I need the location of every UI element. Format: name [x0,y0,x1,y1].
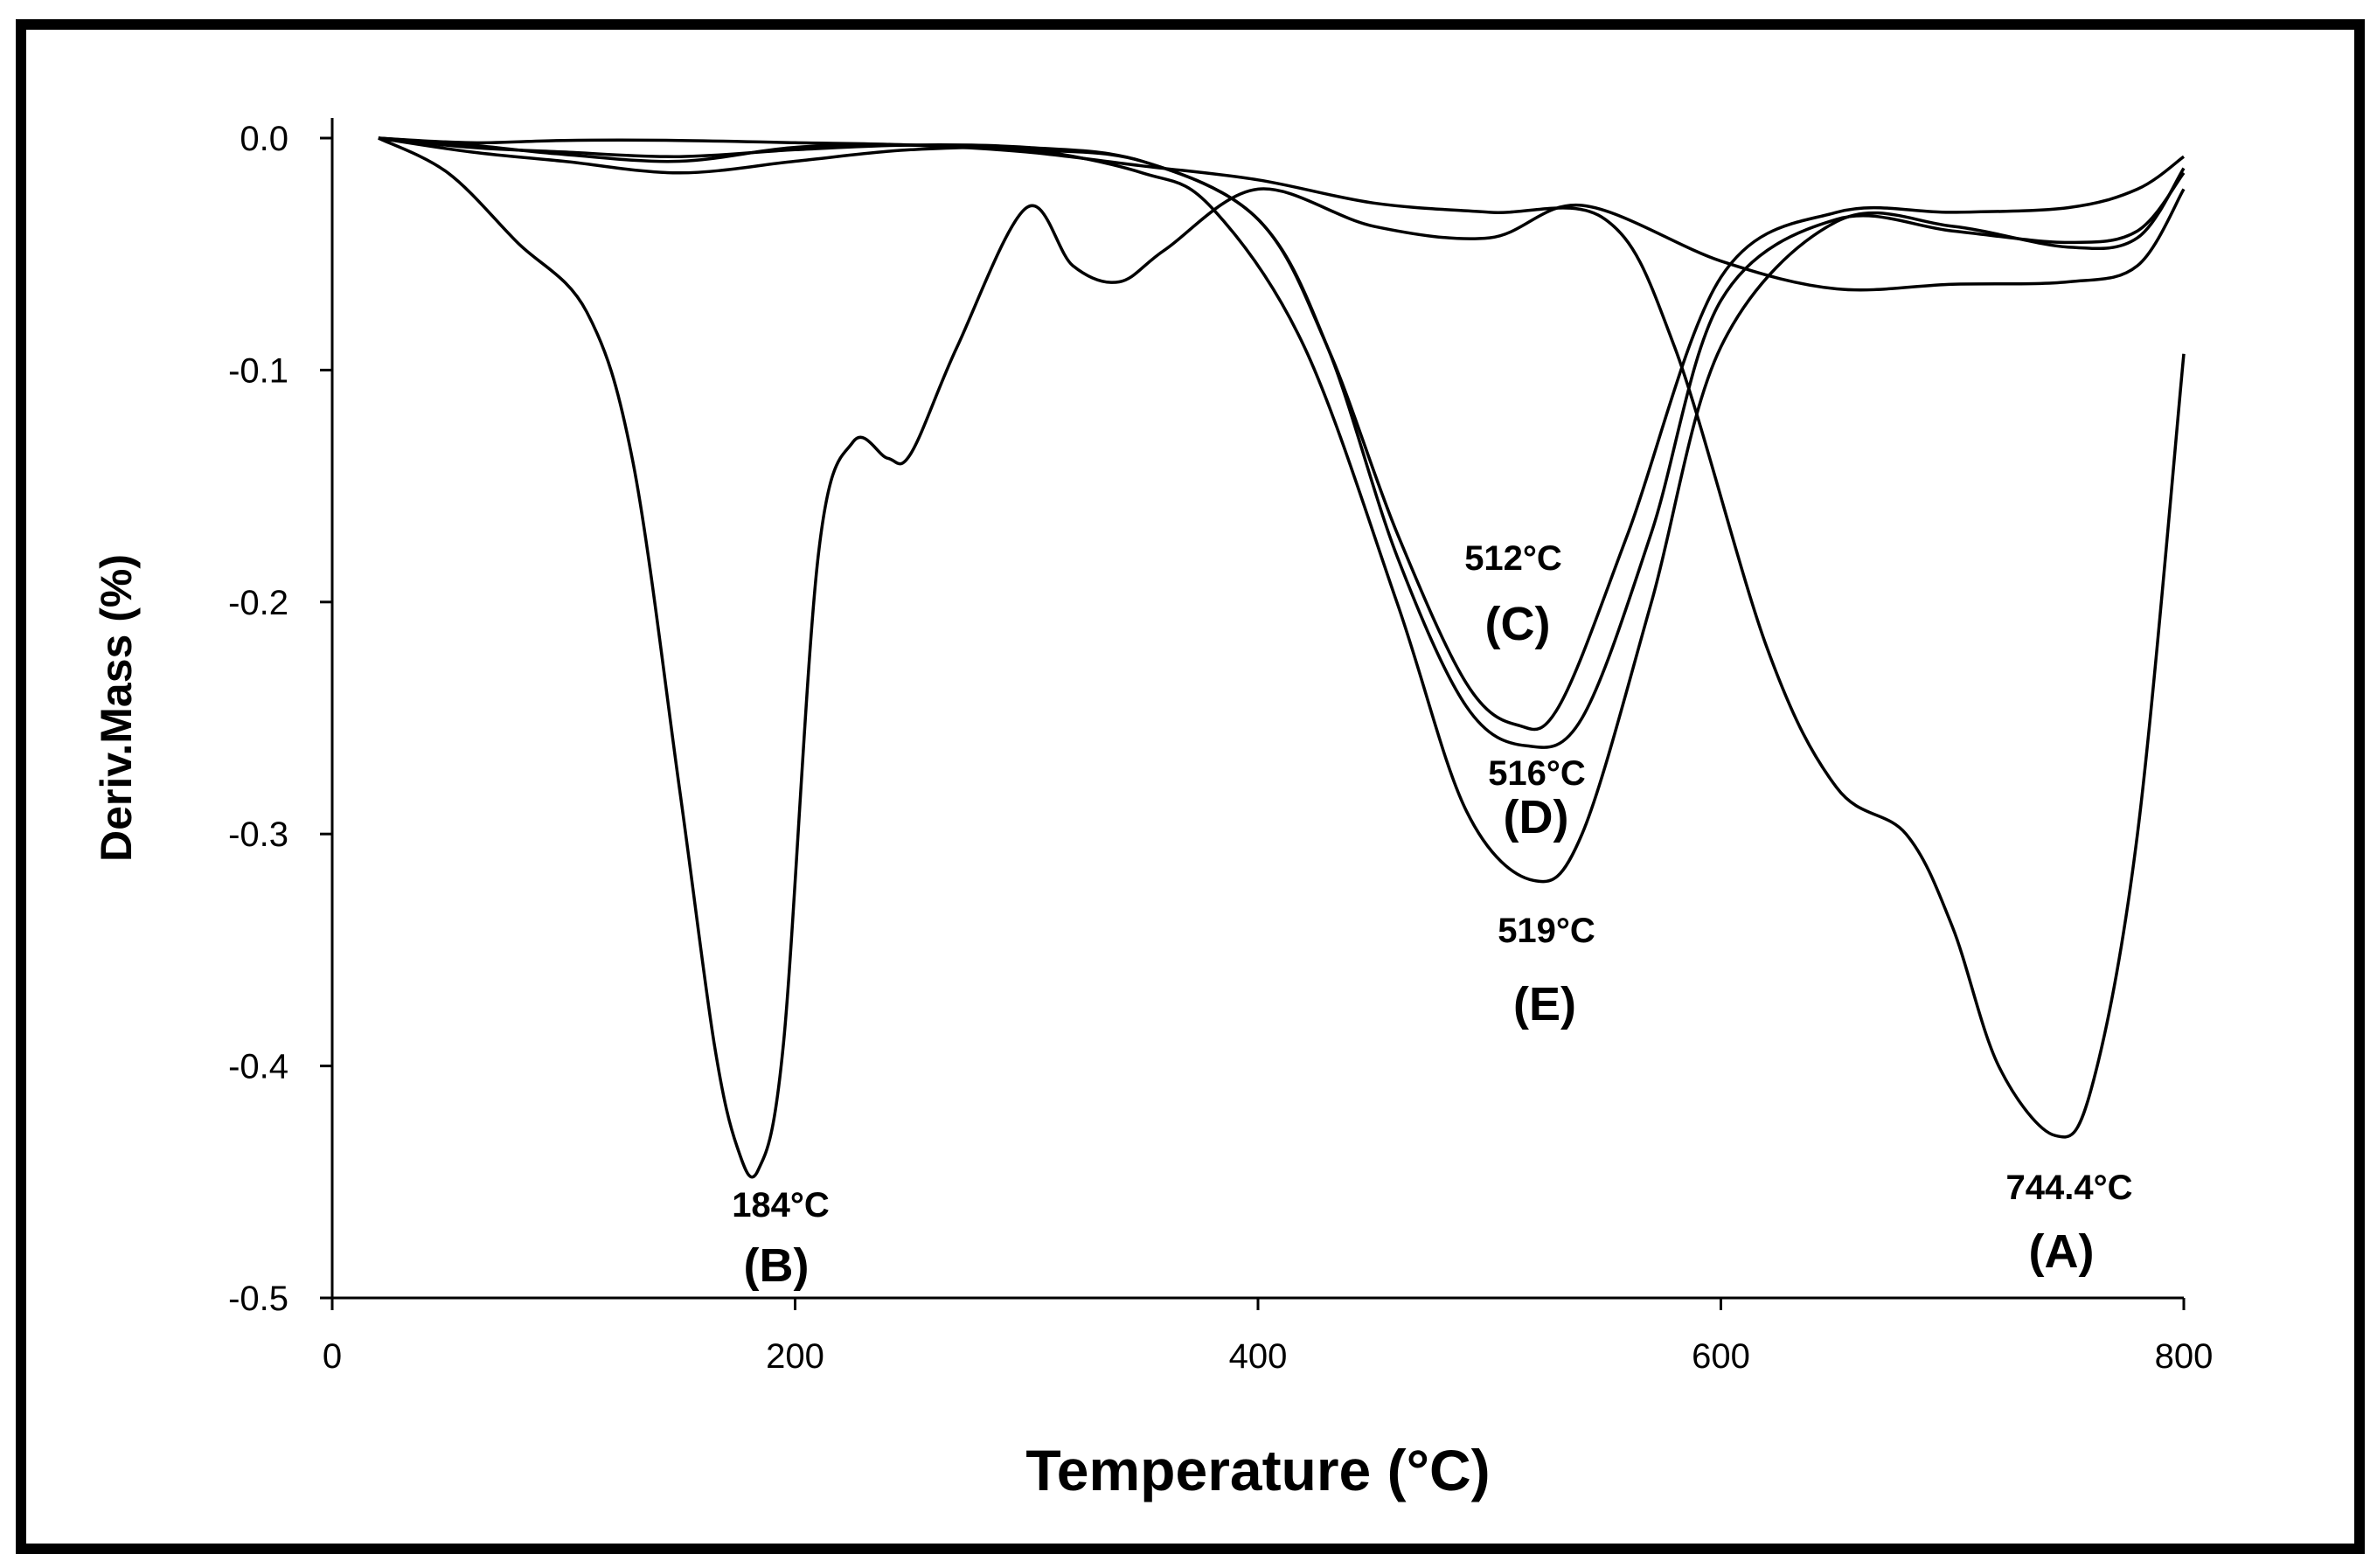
peak-label-e: 519°C [1498,912,1595,950]
axes [330,118,2184,1300]
peak-label-a: 744.4°C [2006,1169,2133,1207]
y-tick-label: -0.2 [228,584,288,622]
curve-a [378,136,2186,1139]
x-tick-label: 600 [1692,1337,1750,1376]
y-tick-label: -0.4 [228,1048,288,1086]
x-axis-title: Temperature (°C) [1025,1438,1490,1502]
y-tick-label: 0.0 [240,120,288,158]
labels: Temperature (°C) Deriv.Mass (%) 184°C (B… [92,539,2132,1502]
ticks: 0 200 400 600 800 0.0 -0.1 -0.2 -0.3 -0.4 -0.5 [228,120,2213,1376]
y-tick-label: -0.5 [228,1280,288,1318]
curve-d [378,136,2186,749]
curve-label-e: (E) [1513,978,1576,1030]
curve-label-d: (D) [1504,791,1569,843]
y-tick-label: -0.1 [228,351,288,390]
x-tick-label: 200 [766,1337,824,1376]
curves [378,136,2186,1179]
curve-e [378,136,2186,884]
x-tick-label: 0 [323,1337,342,1376]
curve-c [378,136,2186,732]
curve-label-a: (A) [2029,1225,2095,1278]
y-tick-label: -0.3 [228,815,288,854]
peak-label-c: 512°C [1464,539,1562,578]
curve-b [378,136,2186,1179]
curve-label-b: (B) [744,1239,810,1292]
curve-label-c: (C) [1485,598,1551,650]
peak-label-d: 516°C [1488,754,1586,793]
peak-label-b: 184°C [732,1186,830,1225]
x-tick-label: 800 [2155,1337,2214,1376]
y-axis-title: Deriv.Mass (%) [92,554,141,862]
x-tick-label: 400 [1229,1337,1288,1376]
